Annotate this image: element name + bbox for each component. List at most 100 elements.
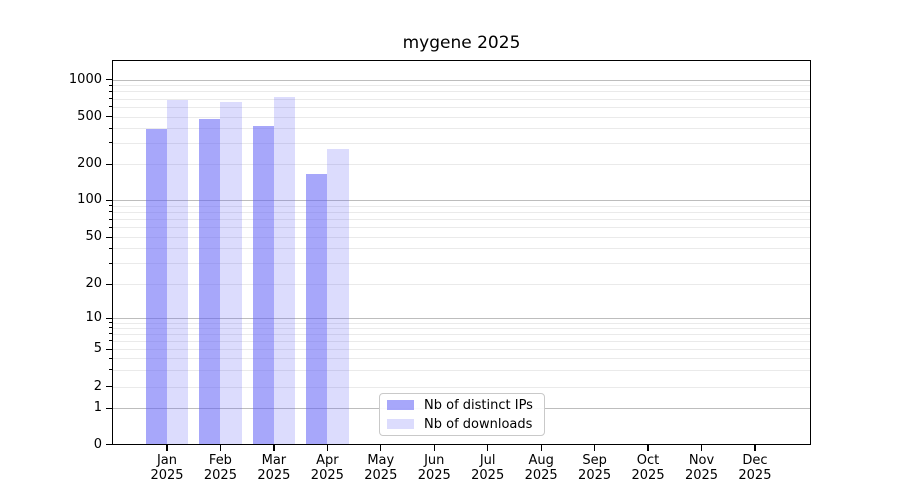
y-minor-tick-mark <box>108 211 112 213</box>
minor-gridline <box>112 248 811 250</box>
legend-item-downloads: Nb of downloads <box>387 416 537 432</box>
x-tick-label-aug: Aug 2025 <box>524 453 558 483</box>
y-tick-mark <box>106 163 112 165</box>
x-tick-label-may: May 2025 <box>364 453 398 483</box>
y-minor-tick-mark <box>108 333 112 335</box>
x-tick-mark <box>487 445 489 451</box>
bar-downloads-feb <box>220 101 242 445</box>
y-minor-tick-mark <box>108 142 112 144</box>
minor-gridline <box>112 263 811 265</box>
y-tick-label: 200 <box>77 156 102 171</box>
legend-swatch-distinct-ips <box>387 400 414 410</box>
y-tick-mark <box>106 407 112 409</box>
y-minor-tick-mark <box>108 90 112 92</box>
minor-gridline <box>112 116 811 118</box>
x-tick-label-nov: Nov 2025 <box>684 453 719 483</box>
y-tick-label: 20 <box>85 276 102 291</box>
x-tick-label-jan: Jan 2025 <box>150 453 184 483</box>
minor-gridline <box>112 284 811 285</box>
y-tick-label: 2 <box>93 378 102 394</box>
minor-gridline <box>112 219 811 221</box>
legend: Nb of distinct IPs Nb of downloads <box>379 393 545 436</box>
y-minor-tick-mark <box>108 322 112 324</box>
x-tick-label-jul: Jul 2025 <box>471 453 505 483</box>
minor-gridline <box>112 211 811 213</box>
x-tick-mark <box>540 445 542 451</box>
minor-gridline <box>112 91 811 93</box>
minor-gridline <box>112 386 811 388</box>
y-minor-tick-mark <box>108 247 112 249</box>
y-minor-tick-mark <box>108 205 112 207</box>
minor-gridline <box>112 369 811 371</box>
chart-title: mygene 2025 <box>402 33 521 53</box>
y-minor-tick-mark <box>108 340 112 342</box>
y-tick-label: 5 <box>93 341 102 356</box>
x-tick-mark <box>273 445 275 451</box>
y-tick-mark <box>106 79 112 81</box>
x-tick-label-jun: Jun 2025 <box>417 453 451 483</box>
y-minor-tick-mark <box>108 98 112 100</box>
bar-downloads-mar <box>273 97 296 445</box>
y-minor-tick-mark <box>108 357 112 359</box>
y-minor-tick-mark <box>108 327 112 329</box>
y-tick-label: 100 <box>77 192 102 207</box>
legend-label-distinct-ips: Nb of distinct IPs <box>424 397 533 413</box>
y-tick-mark <box>106 283 112 285</box>
x-tick-mark <box>166 445 168 451</box>
x-tick-label-dec: Dec 2025 <box>738 453 772 483</box>
x-tick-mark <box>433 445 435 451</box>
minor-gridline <box>112 85 811 87</box>
x-tick-label-oct: Oct 2025 <box>631 453 665 483</box>
minor-gridline <box>112 327 811 329</box>
y-minor-tick-mark <box>108 369 112 371</box>
minor-gridline <box>112 333 811 335</box>
x-tick-label-mar: Mar 2025 <box>257 453 291 483</box>
y-tick-mark <box>106 236 112 238</box>
legend-swatch-downloads <box>387 419 414 429</box>
x-tick-mark <box>326 445 328 451</box>
bar-distinct-ips-feb <box>199 119 221 445</box>
x-tick-mark <box>754 445 756 451</box>
minor-gridline <box>112 142 811 144</box>
y-minor-tick-mark <box>108 84 112 86</box>
y-tick-label: 1 <box>93 400 102 415</box>
legend-item-distinct-ips: Nb of distinct IPs <box>387 397 537 413</box>
minor-gridline <box>112 164 811 165</box>
minor-gridline <box>112 358 811 360</box>
y-tick-mark <box>106 348 112 350</box>
x-tick-mark <box>700 445 703 451</box>
major-gridline <box>112 318 811 319</box>
minor-gridline <box>112 98 811 100</box>
x-tick-mark <box>593 445 596 451</box>
y-tick-label: 500 <box>77 108 102 124</box>
major-gridline <box>112 79 811 81</box>
x-tick-mark <box>219 445 222 451</box>
minor-gridline <box>112 322 811 324</box>
minor-gridline <box>112 205 811 207</box>
y-tick-mark <box>106 386 112 388</box>
y-minor-tick-mark <box>108 106 112 108</box>
y-tick-label: 50 <box>85 229 102 244</box>
minor-gridline <box>112 340 811 342</box>
x-tick-label-feb: Feb 2025 <box>203 453 237 483</box>
y-minor-tick-mark <box>108 218 112 220</box>
minor-gridline <box>112 237 811 238</box>
y-minor-tick-mark <box>108 226 112 228</box>
y-tick-label: 0 <box>93 436 102 452</box>
minor-gridline <box>112 106 811 108</box>
y-minor-tick-mark <box>108 262 112 264</box>
minor-gridline <box>112 227 811 229</box>
plot-area: 1000 500 200 100 50 20 10 5 2 1 0 Jan 2025 Feb 2025… <box>69 60 811 483</box>
bar-downloads-jan <box>167 100 189 445</box>
y-tick-label: 10 <box>85 310 102 325</box>
x-tick-mark <box>647 445 649 451</box>
y-tick-mark <box>106 116 112 118</box>
bar-distinct-ips-mar <box>252 126 274 445</box>
minor-gridline <box>112 128 811 130</box>
bar-distinct-ips-apr <box>305 173 328 445</box>
bar-distinct-ips-jan <box>145 129 167 445</box>
bar-downloads-apr <box>327 149 349 445</box>
y-tick-mark <box>106 444 112 446</box>
y-minor-tick-mark <box>108 127 112 129</box>
